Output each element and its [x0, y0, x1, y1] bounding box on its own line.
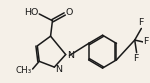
Text: CH₃: CH₃	[15, 65, 32, 75]
Text: O: O	[66, 8, 73, 18]
Text: N: N	[68, 51, 75, 60]
Text: HO: HO	[24, 8, 38, 18]
Text: N: N	[55, 65, 62, 74]
Text: F: F	[133, 54, 138, 63]
Text: F: F	[138, 19, 143, 27]
Text: F: F	[143, 38, 149, 46]
